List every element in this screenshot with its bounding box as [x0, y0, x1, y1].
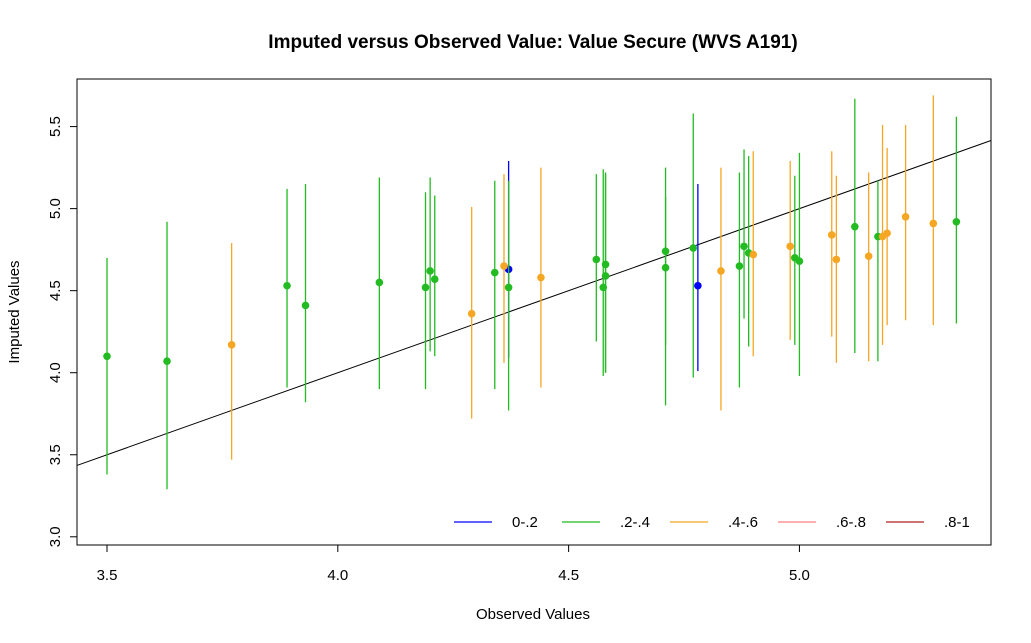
x-tick-label: 4.0 [327, 567, 348, 584]
data-point [832, 255, 841, 264]
x-tick-label: 3.5 [97, 567, 118, 584]
data-point [163, 357, 171, 366]
data-point [601, 272, 610, 280]
legend-item: .2-.4 [562, 514, 650, 531]
data-point [952, 217, 961, 226]
data-point [795, 257, 804, 265]
data-point [227, 341, 236, 349]
data-point [426, 267, 434, 275]
data-point [504, 283, 513, 292]
series-.4-.6 [227, 95, 938, 460]
legend-label: 0-.2 [512, 514, 538, 531]
data-point [735, 262, 744, 270]
legend-item: .4-.6 [670, 514, 758, 531]
data-point [283, 281, 291, 290]
y-tick-label: 5.5 [47, 116, 64, 137]
x-axis: 3.5 4.0 4.5 5.0 [97, 545, 810, 584]
data-point [661, 263, 670, 272]
x-tick-label: 4.5 [558, 567, 579, 584]
y-tick-label: 4.5 [47, 280, 64, 301]
legend-item: .6-.8 [778, 514, 866, 531]
reference-line [76, 140, 992, 466]
data-point [717, 267, 725, 275]
data-point [786, 242, 794, 251]
data-point [301, 301, 310, 310]
legend-item: 0-.2 [454, 514, 538, 531]
data-point [500, 262, 508, 270]
plot-frame [76, 78, 992, 546]
legend-label: .6-.8 [836, 514, 866, 531]
y-tick-label: 4.0 [47, 362, 64, 383]
data-point [689, 244, 698, 252]
y-axis: 3.0 3.5 4.0 4.5 5.0 5.5 [47, 116, 77, 547]
data-point [490, 268, 499, 277]
y-axis-label: Imputed Values [6, 260, 23, 363]
data-point [929, 219, 938, 228]
data-point [749, 250, 758, 259]
data-point [694, 281, 702, 290]
x-tick-label: 5.0 [789, 567, 810, 584]
y-tick-label: 3.5 [47, 444, 64, 465]
data-point [864, 252, 873, 261]
data-point [467, 309, 476, 318]
data-point [430, 275, 439, 283]
data-point [661, 247, 670, 256]
data-point [827, 231, 836, 239]
data-point [901, 213, 910, 221]
data-point [421, 283, 430, 292]
data-point [601, 260, 610, 269]
data-point [851, 222, 859, 231]
data-point [599, 283, 608, 292]
data-point [375, 278, 384, 287]
y-tick-label: 5.0 [47, 198, 64, 219]
legend-label: .8-1 [944, 514, 970, 531]
plot-area [76, 95, 992, 490]
legend-item: .8-1 [886, 514, 970, 531]
legend-label: .2-.4 [620, 514, 650, 531]
data-point [103, 352, 111, 361]
data-point [883, 229, 891, 238]
x-axis-label: Observed Values [476, 606, 590, 623]
data-point [740, 242, 748, 251]
series-.2-.4 [103, 98, 961, 490]
chart-title: Imputed versus Observed Value: Value Sec… [268, 32, 797, 53]
data-point [592, 255, 601, 264]
legend: 0-.2 .2-.4 .4-.6 .6-.8 .8-1 [454, 514, 970, 531]
legend-label: .4-.6 [728, 514, 758, 531]
data-point [537, 273, 545, 282]
y-tick-label: 3.0 [47, 526, 64, 547]
